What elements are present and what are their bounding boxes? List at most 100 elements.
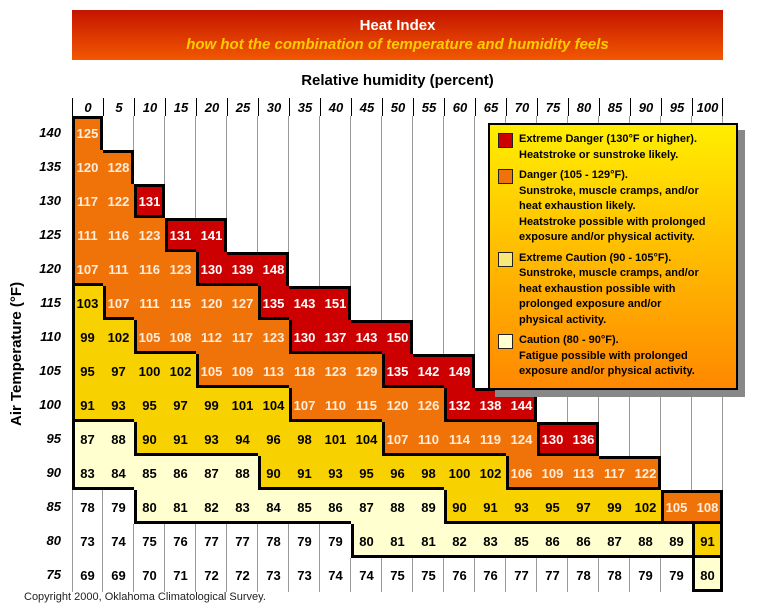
heat-index-cell <box>196 150 227 184</box>
heat-index-cell: 91 <box>72 388 103 422</box>
heat-index-cell: 82 <box>196 490 227 524</box>
heat-index-cell: 76 <box>165 524 196 558</box>
heat-index-cell: 131 <box>165 218 196 252</box>
temperature-row-label: 90 <box>46 465 61 480</box>
heat-index-cell: 84 <box>103 456 134 490</box>
humidity-header-cell: 50 <box>382 98 413 116</box>
heat-index-cell: 149 <box>444 354 475 388</box>
heat-index-cell: 97 <box>103 354 134 388</box>
legend-text-line: Heatstroke possible with prolonged <box>519 215 706 228</box>
heat-index-cell: 83 <box>227 490 258 524</box>
heat-index-cell: 91 <box>692 524 723 558</box>
heat-index-cell: 86 <box>537 524 568 558</box>
heat-index-cell: 122 <box>630 456 661 490</box>
heat-index-cell: 110 <box>413 422 444 456</box>
heat-index-cell <box>320 116 351 150</box>
heat-index-cell: 85 <box>506 524 537 558</box>
heat-index-cell: 151 <box>320 286 351 320</box>
heat-index-cell: 120 <box>196 286 227 320</box>
heat-index-cell: 69 <box>72 558 103 592</box>
temperature-row-label: 125 <box>39 227 61 242</box>
temperature-row-label: 105 <box>39 363 61 378</box>
heat-index-cell: 132 <box>444 388 475 422</box>
heat-index-cell <box>413 116 444 150</box>
humidity-header-cell: 90 <box>630 98 661 116</box>
humidity-header-cell: 80 <box>568 98 599 116</box>
heat-index-cell: 116 <box>134 252 165 286</box>
heat-index-cell: 76 <box>444 558 475 592</box>
humidity-header-cell: 70 <box>506 98 537 116</box>
heat-index-cell: 89 <box>661 524 692 558</box>
heat-index-cell: 122 <box>103 184 134 218</box>
heat-index-cell: 97 <box>568 490 599 524</box>
heat-index-cell: 100 <box>444 456 475 490</box>
heat-index-cell: 87 <box>351 490 382 524</box>
heat-index-cell: 88 <box>630 524 661 558</box>
heat-index-cell <box>413 184 444 218</box>
heat-index-cell: 79 <box>661 558 692 592</box>
heat-index-cell <box>103 116 134 150</box>
heat-index-cell: 129 <box>351 354 382 388</box>
chart-title: Heat Index <box>359 17 436 34</box>
heat-index-cell: 125 <box>72 116 103 150</box>
heat-index-cell: 76 <box>475 558 506 592</box>
legend-text-line: Heatstroke or sunstroke likely. <box>519 148 679 161</box>
heat-index-cell: 143 <box>289 286 320 320</box>
heat-index-cell <box>165 116 196 150</box>
heat-index-cell: 99 <box>196 388 227 422</box>
heat-index-cell <box>444 252 475 286</box>
heat-index-cell: 73 <box>289 558 320 592</box>
heat-index-cell <box>382 286 413 320</box>
heat-index-cell <box>351 218 382 252</box>
heat-index-cell <box>382 150 413 184</box>
heat-index-cell: 69 <box>103 558 134 592</box>
heat-index-cell: 115 <box>351 388 382 422</box>
copyright-text: Copyright 2000, Oklahoma Climatological … <box>24 591 266 603</box>
heat-index-cell: 71 <box>165 558 196 592</box>
heat-index-cell <box>289 184 320 218</box>
heat-index-cell <box>289 116 320 150</box>
heat-index-cell: 126 <box>413 388 444 422</box>
heat-index-cell: 78 <box>258 524 289 558</box>
heat-index-cell: 96 <box>258 422 289 456</box>
heat-index-cell: 127 <box>227 286 258 320</box>
heat-index-cell <box>227 116 258 150</box>
heat-index-cell: 101 <box>227 388 258 422</box>
title-banner: Heat Index how hot the combination of te… <box>72 10 723 60</box>
heat-index-cell: 73 <box>72 524 103 558</box>
heat-index-cell: 123 <box>258 320 289 354</box>
legend-text: Extreme Caution (90 - 105°F). Sunstroke, … <box>519 251 699 329</box>
heat-index-cell: 143 <box>351 320 382 354</box>
heat-index-cell <box>351 286 382 320</box>
heat-index-cell: 75 <box>382 558 413 592</box>
heat-index-cell: 102 <box>630 490 661 524</box>
heat-index-cell: 109 <box>227 354 258 388</box>
humidity-header-cell: 85 <box>599 98 630 116</box>
heat-index-cell <box>661 388 692 422</box>
heat-index-cell: 144 <box>506 388 537 422</box>
heat-index-cell: 110 <box>320 388 351 422</box>
heat-index-cell: 77 <box>196 524 227 558</box>
chart-subtitle: how hot the combination of temperature a… <box>186 36 609 53</box>
heat-index-cell: 117 <box>227 320 258 354</box>
legend-text-line: Caution (80 - 90°F). <box>519 334 619 346</box>
heat-index-cell: 113 <box>568 456 599 490</box>
legend-text-line: Fatigue possible with prolonged <box>519 349 688 362</box>
heat-index-cell <box>413 286 444 320</box>
heat-index-cell: 79 <box>103 490 134 524</box>
heat-index-cell <box>568 388 599 422</box>
heat-index-cell: 106 <box>506 456 537 490</box>
heat-index-cell: 142 <box>413 354 444 388</box>
legend-text-line: exposure and/or physical activity. <box>519 365 695 377</box>
heat-index-cell: 107 <box>382 422 413 456</box>
heat-index-cell: 107 <box>289 388 320 422</box>
heat-index-cell <box>134 116 165 150</box>
heat-index-cell: 97 <box>165 388 196 422</box>
heat-index-cell <box>196 116 227 150</box>
heat-index-cell: 105 <box>661 490 692 524</box>
heat-index-cell: 107 <box>72 252 103 286</box>
heat-index-cell: 73 <box>258 558 289 592</box>
legend-text-line: heat exhaustion possible with <box>519 282 676 295</box>
temperature-row-label: 80 <box>46 533 61 548</box>
heat-index-cell <box>599 388 630 422</box>
